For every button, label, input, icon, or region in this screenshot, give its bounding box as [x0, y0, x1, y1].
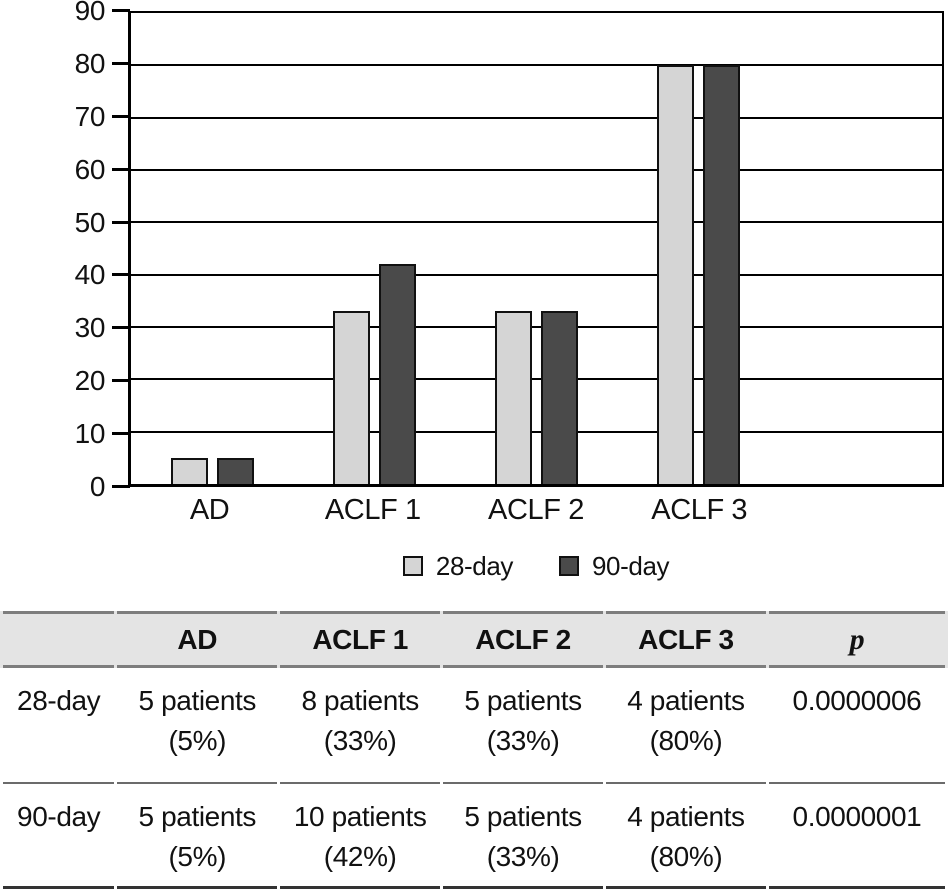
mortality-bar-chart: 0 10 20 30 40 50 60 70 80 90 AD ACLF 1 ACLF 2 ACLF 3…: [0, 0, 944, 585]
cell-90day-aclf-2: 5 patients (33%): [443, 782, 603, 889]
gridline: [131, 221, 942, 224]
y-tick-label: 60: [74, 153, 106, 185]
results-table: AD ACLF 1 ACLF 2 ACLF 3 p 28-day 5 patie…: [0, 611, 948, 889]
bar-90-day-aclf-2: [540, 311, 578, 484]
x-axis-label-aclf-3: ACLF 3: [651, 494, 748, 526]
cell-count: 4 patients: [627, 685, 745, 716]
header-empty: [3, 611, 115, 668]
table-header-row: AD ACLF 1 ACLF 2 ACLF 3 p: [3, 611, 945, 668]
bar-group-aclf-3: [618, 13, 780, 484]
header-aclf-2: ACLF 2: [443, 611, 603, 668]
y-tick-label: 40: [74, 259, 106, 291]
cell-percent: (42%): [323, 841, 397, 872]
y-tick-mark: [112, 114, 130, 118]
y-tick-mark: [112, 379, 130, 383]
cell-28day-aclf-2: 5 patients (33%): [443, 668, 603, 782]
legend-item-28-day: 28-day: [402, 550, 514, 582]
cell-count: 5 patients: [138, 685, 257, 716]
gridline: [131, 64, 942, 67]
header-p-value: p: [768, 611, 945, 668]
legend-item-90-day: 90-day: [559, 550, 670, 582]
cell-percent: (33%): [323, 725, 397, 756]
cell-percent: (33%): [486, 725, 560, 756]
y-axis: 0 10 20 30 40 50 60 70 80 90: [0, 0, 130, 501]
y-tick-mark: [112, 485, 130, 488]
cell-90day-aclf-3: 4 patients (80%): [605, 782, 766, 889]
y-tick-mark: [112, 273, 130, 277]
bar-28-day-ad: [170, 457, 208, 484]
y-tick-mark: [112, 9, 130, 12]
y-tick-label: 10: [74, 418, 106, 450]
gridline: [131, 169, 942, 172]
bar-28-day-aclf-2: [494, 311, 532, 484]
bar-group-aclf-1: [293, 13, 455, 484]
cell-count: 4 patients: [627, 801, 745, 832]
cell-28day-p-value: 0.0000006: [792, 685, 922, 716]
bar-90-day-aclf-1: [378, 264, 416, 484]
header-ad: AD: [117, 611, 278, 668]
cell-28day-aclf-3: 4 patients (80%): [606, 668, 766, 782]
bar-group-ad: [131, 13, 293, 484]
cell-count: 5 patients: [138, 801, 257, 832]
y-tick-mark: [112, 432, 130, 436]
gridline: [131, 326, 942, 329]
y-tick-label: 20: [74, 365, 106, 397]
gridline: [131, 430, 942, 433]
y-tick-mark: [112, 167, 130, 171]
table-row-90-day: 90-day 5 patients (5%) 10 patients (42%)…: [3, 782, 945, 889]
y-tick-label: 80: [74, 47, 106, 79]
table-row-28-day: 28-day 5 patients (5%) 8 patients (33%) …: [3, 668, 945, 782]
header-aclf-3: ACLF 3: [605, 611, 766, 668]
cell-percent: (80%): [649, 725, 723, 756]
x-axis-label-ad: AD: [189, 494, 230, 526]
bar-90-day-aclf-3: [703, 65, 741, 484]
bar-28-day-aclf-3: [657, 65, 695, 484]
row-label: 28-day: [17, 685, 101, 716]
y-tick-label: 30: [74, 312, 106, 344]
cell-percent: (33%): [486, 841, 560, 872]
row-label: 90-day: [3, 782, 115, 889]
legend-swatch-90-day: [559, 556, 579, 576]
bar-group-aclf-2: [455, 13, 617, 484]
cell-count: 5 patients: [464, 801, 582, 832]
cell-count: 5 patients: [464, 685, 582, 716]
cell-count: 8 patients: [301, 685, 419, 716]
x-axis-label-empty: [781, 492, 944, 528]
cell-count: 10 patients: [293, 801, 427, 832]
y-tick-label: 0: [89, 471, 106, 502]
y-tick-label: 90: [74, 0, 106, 26]
x-axis-label-aclf-1: ACLF 1: [324, 494, 421, 526]
gridline: [131, 116, 942, 119]
x-axis-label-aclf-2: ACLF 2: [488, 494, 584, 526]
gridline: [131, 273, 942, 276]
cell-28day-aclf-1: 8 patients (33%): [280, 668, 440, 782]
header-aclf-1: ACLF 1: [280, 611, 441, 668]
y-tick-mark: [112, 61, 130, 65]
cell-percent: (5%): [168, 725, 227, 756]
y-tick-label: 70: [74, 100, 106, 132]
bar-90-day-ad: [216, 457, 254, 484]
cell-90day-aclf-1: 10 patients (42%): [280, 782, 441, 889]
cell-percent: (80%): [649, 841, 723, 872]
bar-28-day-aclf-1: [332, 311, 370, 484]
legend-label-28-day: 28-day: [435, 550, 514, 581]
y-tick-label: 50: [74, 206, 106, 238]
legend-label-90-day: 90-day: [592, 550, 670, 581]
gridline: [131, 378, 942, 381]
cell-90day-p-value: 0.0000001: [768, 782, 945, 889]
plot-area: [128, 11, 944, 487]
y-tick-mark: [112, 220, 130, 224]
cell-90day-ad: 5 patients (5%): [117, 782, 278, 889]
y-tick-mark: [112, 326, 130, 330]
legend-swatch-28-day: [402, 556, 423, 576]
cell-percent: (5%): [168, 841, 227, 872]
legend: 28-day 90-day: [128, 547, 944, 585]
x-axis-labels: AD ACLF 1 ACLF 2 ACLF 3: [128, 492, 944, 528]
cell-28day-ad: 5 patients (5%): [117, 668, 277, 782]
